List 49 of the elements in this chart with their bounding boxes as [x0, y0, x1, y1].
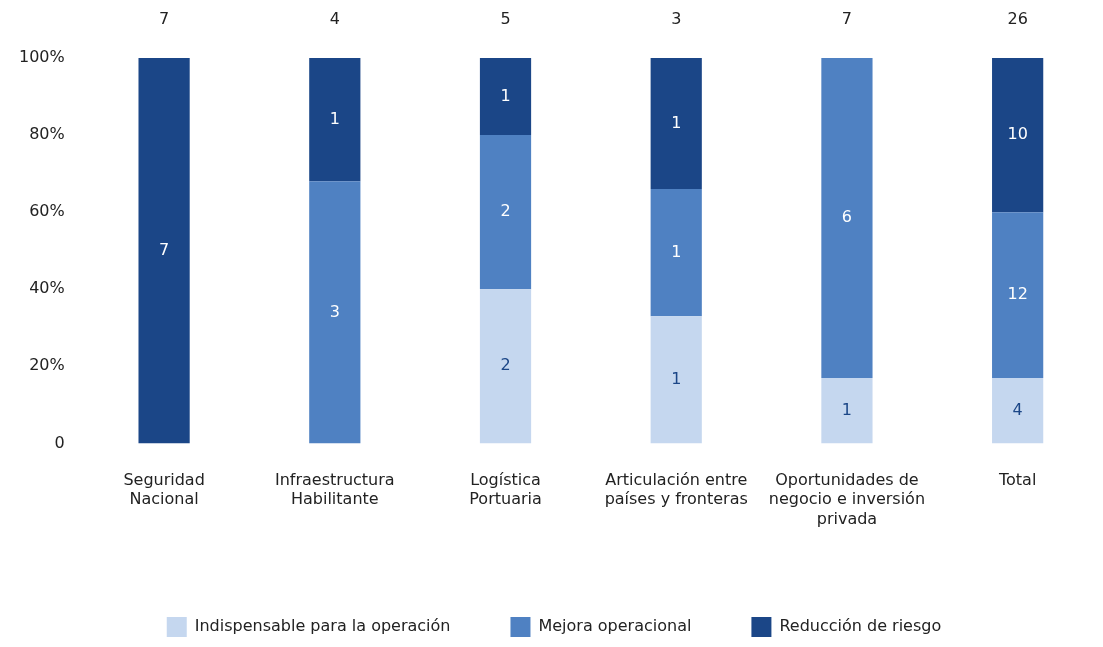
bar — [992, 377, 1044, 444]
legend-label: Reducción de riesgo — [779, 616, 942, 636]
x-tick-label: Seguridad Nacional — [123, 470, 205, 509]
annotation: 1 — [329, 108, 340, 128]
y-tick-label: 100% — [18, 47, 65, 67]
annotation: 1 — [671, 112, 682, 132]
annotation: 2 — [500, 355, 511, 375]
annotation: 10 — [1007, 124, 1028, 144]
annotation: 7 — [159, 239, 170, 259]
bar — [479, 135, 532, 290]
text: 7 — [841, 9, 853, 29]
x-tick-label: Oportunidades de negocio e inversión privada — [768, 470, 926, 528]
bar — [309, 58, 361, 182]
bar — [138, 58, 190, 444]
text: 3 — [671, 9, 682, 29]
x-tick-label: Total — [997, 470, 1037, 490]
bar — [479, 289, 532, 444]
y-tick-label: 20% — [29, 355, 65, 375]
y-tick-label: 80% — [29, 124, 65, 144]
legend-label: Mejora operacional — [538, 616, 692, 636]
annotation: 1 — [671, 241, 682, 261]
text: 26 — [1007, 9, 1028, 29]
bar — [821, 58, 873, 378]
bar — [650, 189, 702, 317]
annotation: 4 — [1012, 399, 1023, 419]
x-tick-label: Articulación entre países y fronteras — [604, 470, 748, 509]
annotation: 6 — [841, 207, 853, 227]
y-tick-label: 0 — [54, 432, 65, 452]
text: 5 — [500, 9, 511, 29]
bar — [992, 212, 1044, 378]
legend-label: Indispensable para la operación — [194, 616, 451, 636]
annotation: 1 — [841, 399, 853, 419]
y-tick-label: 60% — [29, 201, 65, 221]
bar — [650, 58, 702, 190]
bar — [309, 181, 361, 444]
text: 4 — [329, 9, 340, 29]
text: 7 — [159, 9, 170, 29]
y-tick-label: 40% — [29, 278, 65, 298]
bar — [479, 58, 532, 136]
annotation: 3 — [329, 301, 340, 321]
x-tick-label: Infraestructura Habilitante — [274, 470, 395, 509]
bar — [821, 377, 873, 444]
annotation: 1 — [671, 368, 682, 388]
bar — [650, 316, 702, 444]
bar — [992, 58, 1044, 213]
annotation: 2 — [500, 201, 511, 221]
annotation: 12 — [1007, 284, 1028, 304]
x-tick-label: Logística Portuaria — [469, 470, 542, 509]
annotation: 1 — [500, 85, 511, 105]
